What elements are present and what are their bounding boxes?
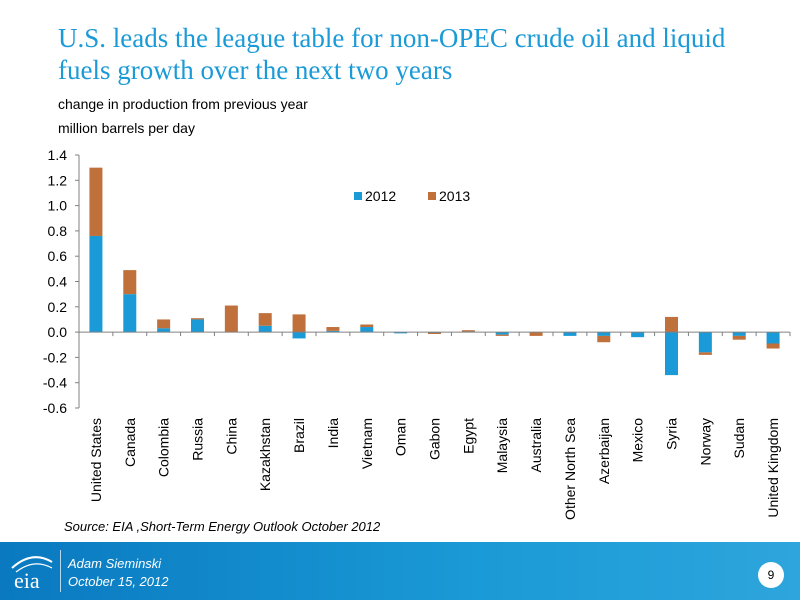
y-tick-label: 0.6 (48, 248, 68, 264)
category-label: Gabon (427, 418, 443, 460)
y-tick-label: -0.6 (43, 400, 67, 416)
category-label: Egypt (460, 418, 476, 454)
bar-2013 (360, 324, 374, 328)
bar-2013 (495, 334, 509, 336)
bar-2012 (326, 330, 340, 333)
category-label: Malaysia (494, 418, 510, 473)
bar-2012 (665, 332, 678, 376)
bar-2013 (597, 335, 611, 343)
stacked-bar-chart: 1.4 1.2 1.0 0.8 0.6 0.4 0.2 0.0 -0.2 -0.4 -0.6 Unit… (43, 147, 791, 520)
legend-label-2012: 2012 (365, 188, 396, 204)
category-label: Sudan (731, 418, 747, 458)
bar-2012 (394, 332, 408, 334)
bar-2013 (157, 319, 171, 329)
category-label: Other North Sea (562, 418, 578, 520)
y-tick-label: 1.2 (48, 172, 68, 188)
category-label: United States (88, 418, 104, 502)
bar-2012 (563, 332, 577, 336)
bar-2012 (766, 332, 780, 344)
category-label: United Kingdom (765, 418, 781, 518)
eia-logo-text: eia (14, 568, 40, 593)
eia-logo: eia (11, 556, 53, 593)
category-label: Russia (190, 418, 206, 461)
category-label: China (223, 418, 239, 455)
axis-label-line-1: change in production from previous year (58, 96, 308, 112)
axis-label-line-2: million barrels per day (58, 120, 195, 136)
presenter-name: Adam Sieminski (68, 556, 162, 571)
category-label: Colombia (156, 418, 172, 477)
category-label: Syria (664, 418, 680, 450)
legend-swatch-2013 (428, 192, 436, 200)
bar-2012 (292, 332, 306, 339)
bar-2013 (224, 305, 238, 333)
bar-2012 (258, 325, 272, 333)
category-label: India (325, 418, 341, 449)
category-label: Australia (528, 418, 544, 473)
bar-2012 (123, 294, 137, 333)
bar-2012 (157, 328, 171, 333)
bar-2012 (360, 327, 374, 333)
bar-2013 (191, 318, 204, 320)
category-label: Brazil (291, 418, 307, 453)
bar-2013 (698, 352, 712, 355)
bar-2013 (292, 314, 306, 333)
bar-2013 (461, 330, 475, 332)
bar-2012 (732, 332, 746, 336)
y-tick-label: 1.4 (48, 147, 68, 163)
y-tick-label: -0.4 (43, 375, 67, 391)
page-number: 9 (758, 562, 784, 588)
bar-2012 (89, 235, 103, 333)
bar-2013 (529, 332, 543, 336)
bar-2013 (123, 270, 137, 295)
legend-label-2013: 2013 (439, 188, 470, 204)
category-label: Azerbaijan (596, 418, 612, 484)
footer-divider (60, 550, 61, 592)
y-tick-label: 0.0 (48, 324, 68, 340)
y-tick-label: 0.2 (48, 299, 68, 315)
source-note: Source: EIA ,Short-Term Energy Outlook O… (64, 519, 381, 534)
bar-2013 (326, 327, 340, 331)
legend-swatch-2012 (354, 192, 362, 200)
bar-2012 (631, 332, 645, 338)
bar-2012 (495, 332, 509, 335)
category-label: Norway (697, 418, 713, 465)
presentation-date: October 15, 2012 (68, 574, 169, 589)
bar-2013 (89, 167, 103, 236)
category-label: Vietnam (359, 418, 375, 469)
bar-2013 (732, 335, 746, 340)
bar-2012 (597, 332, 611, 336)
y-tick-label: -0.2 (43, 349, 67, 365)
category-label: Kazakhstan (257, 418, 273, 491)
category-label: Canada (122, 418, 138, 467)
y-tick-label: 1.0 (48, 198, 68, 214)
bar-2012 (191, 319, 204, 333)
bar-2013 (766, 343, 780, 349)
bar-2013 (258, 313, 272, 326)
y-tick-label: 0.8 (48, 223, 68, 239)
bar-2012 (698, 332, 712, 353)
y-tick-label: 0.4 (48, 274, 68, 290)
bar-2013 (665, 316, 678, 333)
category-label: Oman (393, 418, 409, 456)
bar-2013 (428, 332, 441, 334)
category-label: Mexico (630, 418, 646, 463)
slide-title: U.S. leads the league table for non-OPEC… (58, 23, 726, 85)
footer-bar (0, 542, 800, 600)
